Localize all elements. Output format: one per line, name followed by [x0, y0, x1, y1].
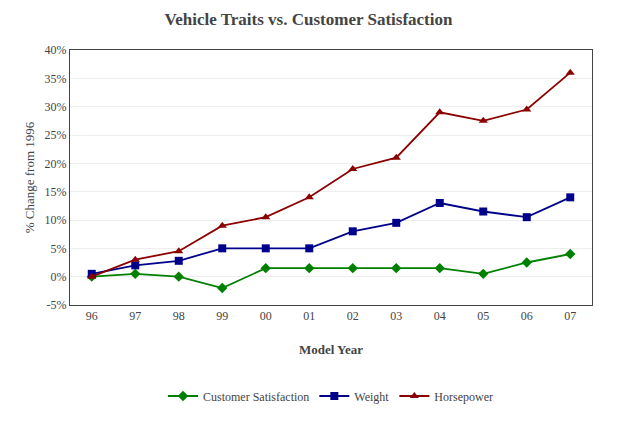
- svg-text:Weight: Weight: [354, 390, 389, 404]
- svg-text:30%: 30%: [45, 100, 67, 114]
- svg-text:04: 04: [434, 309, 446, 323]
- svg-text:5%: 5%: [51, 242, 67, 256]
- svg-text:25%: 25%: [45, 128, 67, 142]
- svg-text:40%: 40%: [45, 43, 67, 57]
- svg-text:97: 97: [129, 309, 141, 323]
- svg-text:Horsepower: Horsepower: [434, 390, 493, 404]
- svg-text:Model Year: Model Year: [299, 342, 363, 357]
- svg-text:10%: 10%: [45, 213, 67, 227]
- svg-text:00: 00: [260, 309, 272, 323]
- svg-text:99: 99: [216, 309, 228, 323]
- svg-text:03: 03: [390, 309, 402, 323]
- svg-text:01: 01: [303, 309, 315, 323]
- svg-text:Vehicle Traits vs. Customer Sa: Vehicle Traits vs. Customer Satisfaction: [165, 10, 453, 29]
- svg-text:05: 05: [477, 309, 489, 323]
- svg-text:02: 02: [347, 309, 359, 323]
- svg-text:0%: 0%: [51, 270, 67, 284]
- svg-text:20%: 20%: [45, 157, 67, 171]
- svg-text:06: 06: [521, 309, 533, 323]
- svg-text:Customer Satisfaction: Customer Satisfaction: [203, 390, 309, 404]
- svg-text:98: 98: [173, 309, 185, 323]
- svg-text:-5%: -5%: [47, 298, 67, 312]
- svg-text:15%: 15%: [45, 185, 67, 199]
- svg-text:35%: 35%: [45, 72, 67, 86]
- svg-text:% Change from 1996: % Change from 1996: [22, 121, 37, 233]
- svg-text:07: 07: [564, 309, 576, 323]
- svg-text:96: 96: [86, 309, 98, 323]
